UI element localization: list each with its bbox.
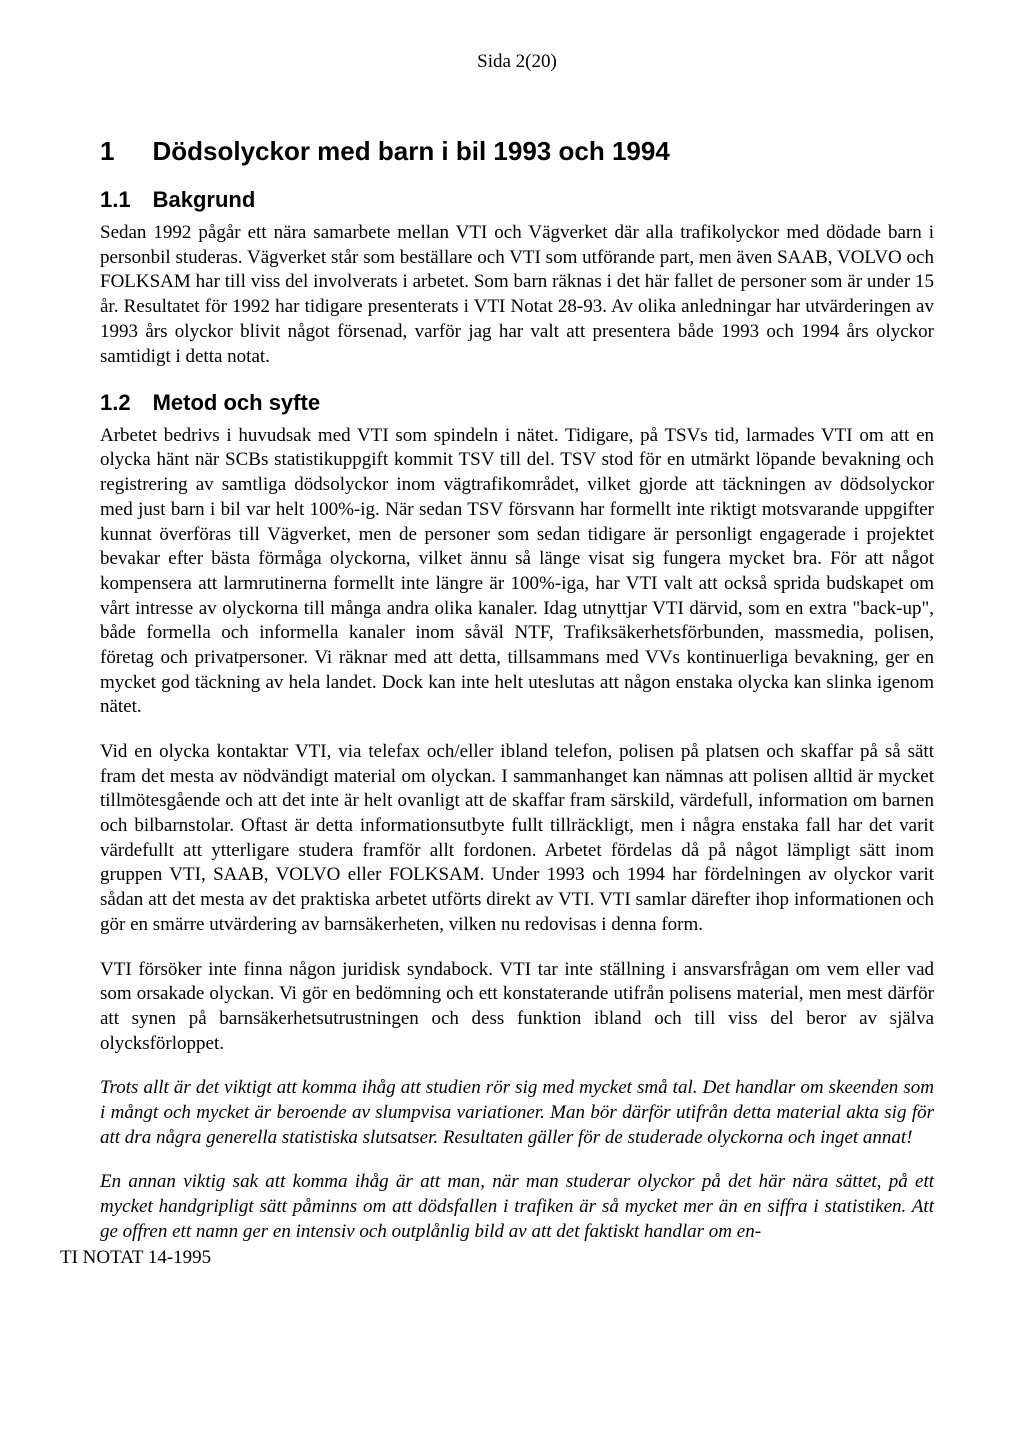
heading-1-1-title: Bakgrund bbox=[153, 186, 256, 215]
section-1-2-paragraph-1: Arbetet bedrivs i huvudsak med VTI som s… bbox=[100, 424, 934, 720]
section-1-2-paragraph-4-italic: Trots allt är det viktigt att komma ihåg… bbox=[100, 1076, 934, 1150]
heading-1-number: 1 bbox=[100, 135, 114, 169]
heading-1-1: 1.1 Bakgrund bbox=[100, 186, 934, 215]
page-header: Sida 2(20) bbox=[100, 50, 934, 75]
heading-1: 1 Dödsolyckor med barn i bil 1993 och 19… bbox=[100, 135, 934, 169]
heading-1-2-title: Metod och syfte bbox=[153, 389, 320, 418]
section-1-1-paragraph: Sedan 1992 pågår ett nära samarbete mell… bbox=[100, 221, 934, 369]
heading-1-2: 1.2 Metod och syfte bbox=[100, 389, 934, 418]
section-1-2-paragraph-2: Vid en olycka kontaktar VTI, via telefax… bbox=[100, 740, 934, 938]
heading-1-1-number: 1.1 bbox=[100, 186, 131, 215]
section-1-2-paragraph-3: VTI försöker inte finna någon juridisk s… bbox=[100, 958, 934, 1057]
section-1-2: 1.2 Metod och syfte Arbetet bedrivs i hu… bbox=[100, 389, 934, 1244]
footer-notation: TI NOTAT 14-1995 bbox=[60, 1246, 934, 1271]
section-1-1: 1.1 Bakgrund Sedan 1992 pågår ett nära s… bbox=[100, 186, 934, 369]
section-1-2-paragraph-5-italic: En annan viktig sak att komma ihåg är at… bbox=[100, 1170, 934, 1244]
heading-1-2-number: 1.2 bbox=[100, 389, 131, 418]
heading-1-title: Dödsolyckor med barn i bil 1993 och 1994 bbox=[152, 135, 669, 169]
